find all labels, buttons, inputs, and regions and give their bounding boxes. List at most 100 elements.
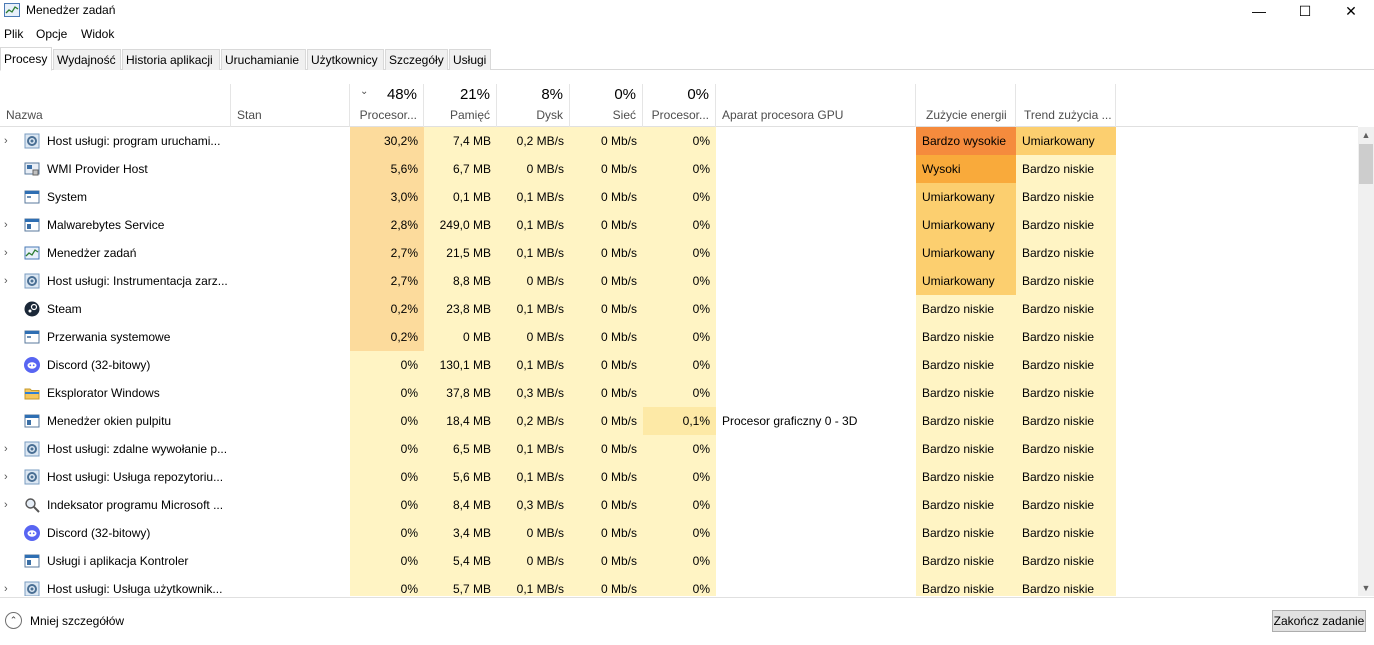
header-gpu[interactable]: 0% Procesor... — [643, 84, 716, 127]
memory-value: 18,4 MB — [424, 407, 497, 435]
tab-services[interactable]: Usługi — [449, 49, 491, 70]
process-name: Menedżer zadań — [47, 246, 137, 260]
power-trend-value: Umiarkowany — [1016, 127, 1116, 155]
table-row[interactable]: WMI Provider Host 5,6% 6,7 MB 0 MB/s 0 Mb/s 0… — [0, 155, 1358, 183]
chevron-right-icon[interactable]: › — [4, 275, 8, 287]
chevron-right-icon[interactable]: › — [4, 219, 8, 231]
power-trend-value: Bardzo niskie — [1016, 519, 1116, 547]
menu-view[interactable]: Widok — [81, 27, 115, 41]
table-row[interactable]: › Malwarebytes Service 2,8% 249,0 MB 0,1 MB/… — [0, 211, 1358, 239]
power-trend-value: Bardzo niskie — [1016, 435, 1116, 463]
table-row[interactable]: Usługi i aplikacja Kontroler 0% 5,4 MB 0 MB… — [0, 547, 1358, 575]
chevron-right-icon[interactable]: › — [4, 583, 8, 595]
scroll-up-icon[interactable]: ▲ — [1361, 130, 1371, 140]
power-usage-value: Bardzo niskie — [916, 351, 1016, 379]
table-row[interactable]: › Menedżer zadań 2,7% 21,5 MB 0,1 MB/s 0 Mb/s… — [0, 239, 1358, 267]
header-power-trend[interactable]: Trend zużycia ... — [1016, 84, 1116, 127]
network-value: 0 Mb/s — [570, 575, 643, 596]
cpu-value: 0% — [350, 547, 424, 575]
menu-file[interactable]: Plik — [4, 27, 24, 41]
table-row[interactable]: › Host usługi: Instrumentacja zarz... 2,7%… — [0, 267, 1358, 295]
table-row[interactable]: Menedżer okien pulpitu 0% 18,4 MB 0,2 MB/s 0… — [0, 407, 1358, 435]
scroll-down-icon[interactable]: ▼ — [1361, 583, 1371, 593]
end-task-button[interactable]: Zakończ zadanie — [1272, 610, 1366, 632]
table-row[interactable]: System 3,0% 0,1 MB 0,1 MB/s 0 Mb/s 0% Umiarkow… — [0, 183, 1358, 211]
header-network[interactable]: 0% Sieć — [570, 84, 643, 127]
header-gpu-engine[interactable]: Aparat procesora GPU — [716, 84, 916, 127]
table-row[interactable]: › Host usługi: Usługa użytkownik... 0% 5,7 … — [0, 575, 1358, 596]
less-details-button[interactable]: ⌃ Mniej szczegółów — [5, 612, 124, 629]
tab-users[interactable]: Użytkownicy — [307, 49, 384, 70]
disk-value: 0,1 MB/s — [497, 183, 570, 211]
power-usage-value: Bardzo niskie — [916, 519, 1016, 547]
gpu-engine-value — [716, 267, 916, 295]
maximize-button[interactable]: ☐ — [1298, 2, 1312, 19]
power-trend-value: Bardzo niskie — [1016, 575, 1116, 596]
network-value: 0 Mb/s — [570, 351, 643, 379]
gpu-engine-value — [716, 379, 916, 407]
column-header: Nazwa Stan ⌄ 48% Procesor... 21% Pamięć … — [0, 84, 1358, 127]
close-button[interactable]: ✕ — [1345, 2, 1357, 19]
table-row[interactable]: Steam 0,2% 23,8 MB 0,1 MB/s 0 Mb/s 0% Bardzo n… — [0, 295, 1358, 323]
chevron-right-icon[interactable]: › — [4, 471, 8, 483]
process-name: Steam — [47, 302, 82, 316]
process-name: Host usługi: Instrumentacja zarz... — [47, 274, 227, 288]
cpu-value: 0% — [350, 491, 424, 519]
table-row[interactable]: Discord (32-bitowy) 0% 130,1 MB 0,1 MB/s 0 M… — [0, 351, 1358, 379]
power-trend-value: Bardzo niskie — [1016, 323, 1116, 351]
minimize-button[interactable]: — — [1252, 3, 1266, 19]
title-bar: Menedżer zadań — ☐ ✕ — [0, 0, 1374, 22]
discord-icon — [24, 525, 40, 541]
gpu-value: 0% — [643, 323, 716, 351]
chevron-right-icon[interactable]: › — [4, 135, 8, 147]
network-value: 0 Mb/s — [570, 155, 643, 183]
gpu-value: 0% — [643, 295, 716, 323]
memory-value: 249,0 MB — [424, 211, 497, 239]
tab-performance[interactable]: Wydajność — [53, 49, 121, 70]
header-name[interactable]: Nazwa — [0, 84, 231, 127]
table-row[interactable]: › Host usługi: program uruchami... 30,2% 7,… — [0, 127, 1358, 155]
table-row[interactable]: › Host usługi: zdalne wywołanie p... 0% 6,5… — [0, 435, 1358, 463]
cpu-value: 0% — [350, 407, 424, 435]
gpu-engine-value: Procesor graficzny 0 - 3D — [722, 414, 858, 428]
menu-options[interactable]: Opcje — [36, 27, 68, 41]
vertical-scrollbar[interactable]: ▲ ▼ — [1358, 127, 1374, 596]
gpu-engine-value — [716, 519, 916, 547]
cpu-value: 2,7% — [350, 267, 424, 295]
network-value: 0 Mb/s — [570, 379, 643, 407]
disk-value: 0,1 MB/s — [497, 351, 570, 379]
disk-value: 0 MB/s — [497, 323, 570, 351]
process-name: Usługi i aplikacja Kontroler — [47, 554, 189, 568]
tab-app-history[interactable]: Historia aplikacji — [122, 49, 220, 70]
tab-startup[interactable]: Uruchamianie — [221, 49, 306, 70]
process-name: WMI Provider Host — [47, 162, 148, 176]
chevron-right-icon[interactable]: › — [4, 443, 8, 455]
memory-value: 0,1 MB — [424, 183, 497, 211]
power-trend-value: Bardzo niskie — [1016, 379, 1116, 407]
header-memory[interactable]: 21% Pamięć — [424, 84, 497, 127]
memory-value: 8,8 MB — [424, 267, 497, 295]
memory-value: 3,4 MB — [424, 519, 497, 547]
table-row[interactable]: › Host usługi: Usługa repozytoriu... 0% 5,6… — [0, 463, 1358, 491]
power-usage-value: Bardzo niskie — [916, 435, 1016, 463]
table-row[interactable]: Eksplorator Windows 0% 37,8 MB 0,3 MB/s 0 Mb… — [0, 379, 1358, 407]
tab-processes[interactable]: Procesy — [0, 47, 52, 71]
table-row[interactable]: › Indeksator programu Microsoft ... 0% 8,4 … — [0, 491, 1358, 519]
process-name: Host usługi: program uruchami... — [47, 134, 221, 148]
header-disk[interactable]: 8% Dysk — [497, 84, 570, 127]
header-power[interactable]: Zużycie energii — [916, 84, 1016, 127]
tab-details[interactable]: Szczegóły — [385, 49, 448, 70]
gear-icon — [24, 581, 40, 596]
header-cpu[interactable]: ⌄ 48% Procesor... — [350, 84, 424, 127]
gpu-value: 0% — [643, 435, 716, 463]
header-status[interactable]: Stan — [231, 84, 350, 127]
chevron-right-icon[interactable]: › — [4, 499, 8, 511]
scrollbar-thumb[interactable] — [1359, 144, 1373, 184]
menu-bar: Plik Opcje Widok — [0, 24, 1374, 44]
power-usage-value: Bardzo niskie — [916, 379, 1016, 407]
chevron-right-icon[interactable]: › — [4, 247, 8, 259]
gpu-value: 0% — [643, 351, 716, 379]
table-row[interactable]: Discord (32-bitowy) 0% 3,4 MB 0 MB/s 0 Mb/s 0… — [0, 519, 1358, 547]
disk-value: 0,1 MB/s — [497, 295, 570, 323]
table-row[interactable]: Przerwania systemowe 0,2% 0 MB 0 MB/s 0 Mb/s… — [0, 323, 1358, 351]
